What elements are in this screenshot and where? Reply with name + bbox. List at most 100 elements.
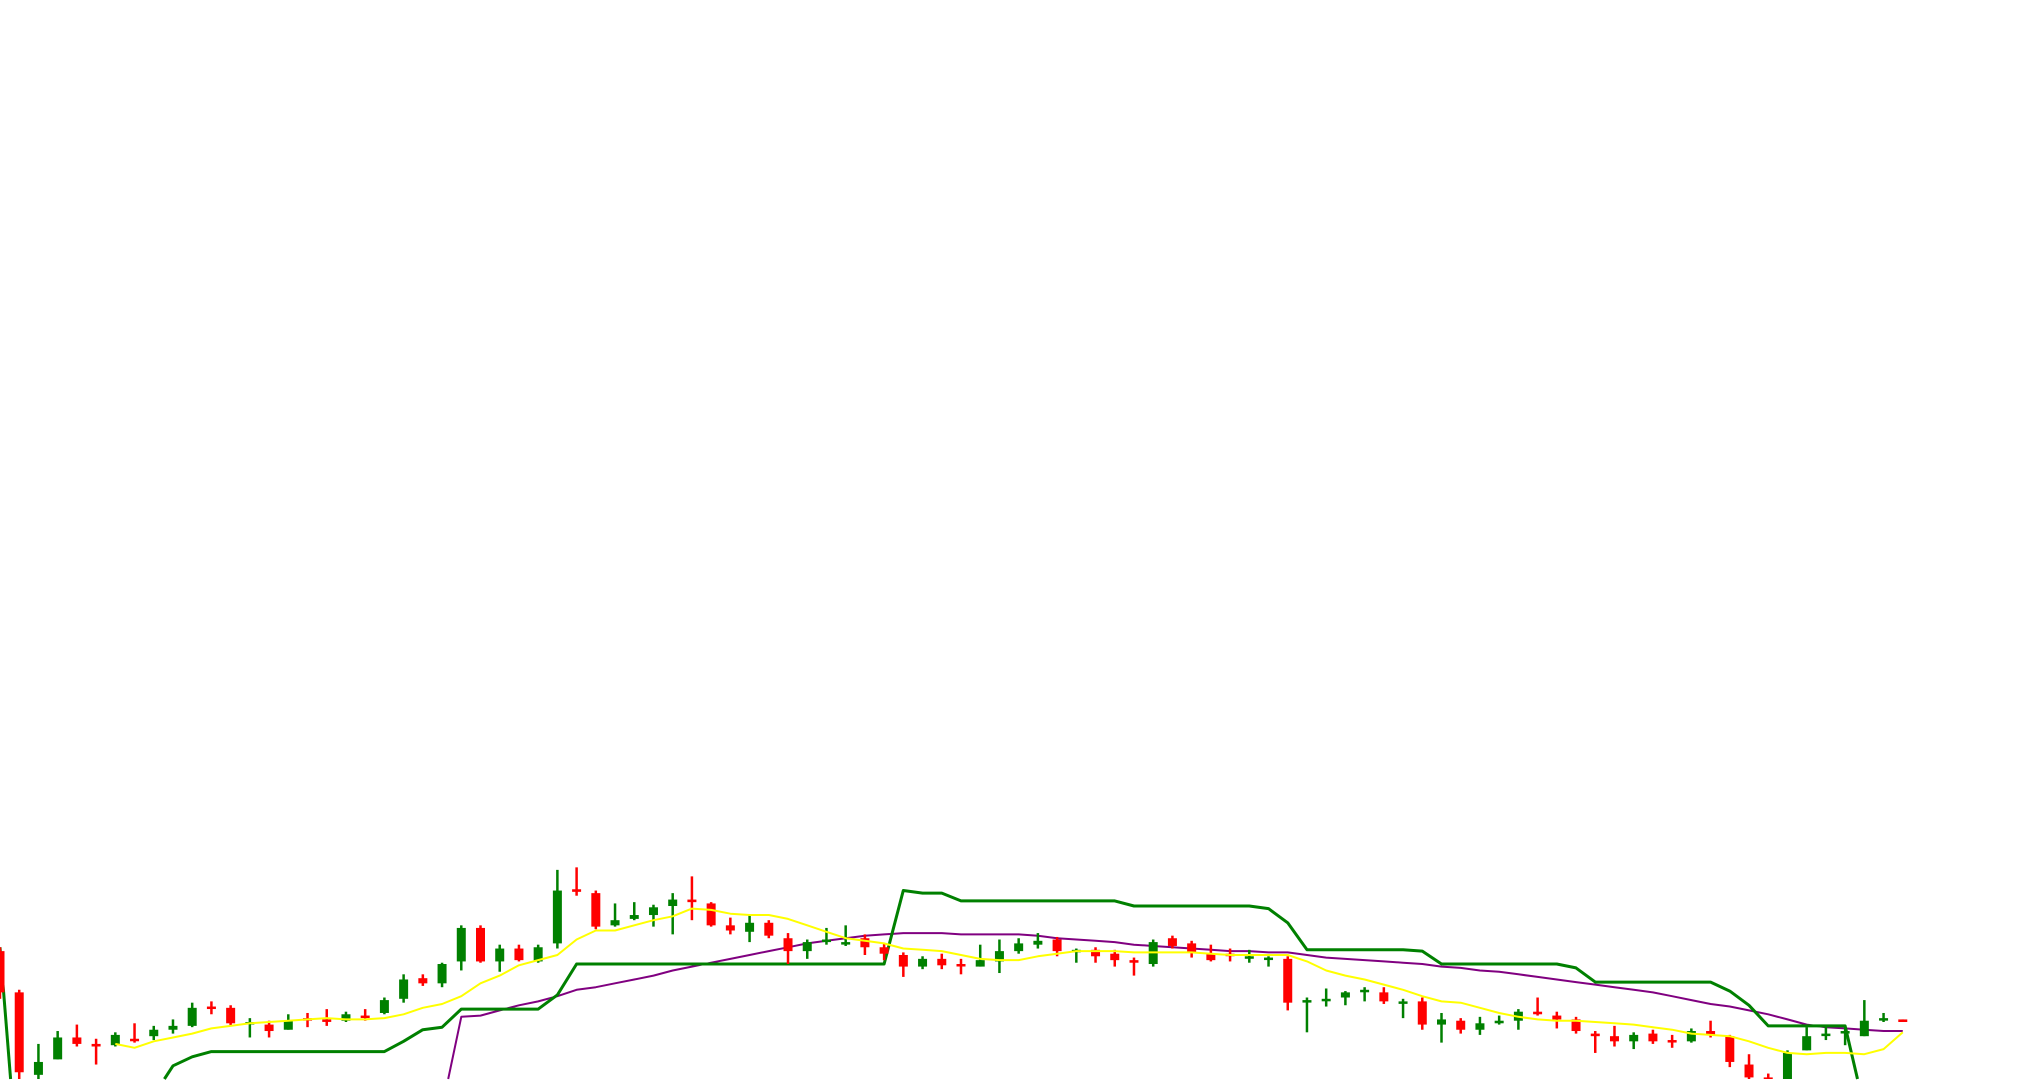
candle-body [1590, 1033, 1600, 1037]
candle-up [821, 927, 831, 945]
candle-body [1187, 943, 1197, 953]
candle-down [706, 902, 716, 927]
candle-body [1859, 1020, 1869, 1037]
candle-up [1859, 1000, 1869, 1037]
candle-body [1552, 1015, 1562, 1020]
candle-up [437, 962, 447, 988]
candle-up [1321, 988, 1331, 1007]
candle-body [937, 958, 947, 966]
candle-body [918, 958, 928, 967]
candle-down [687, 876, 697, 921]
candle-down [1129, 957, 1139, 976]
candle-up [283, 1014, 293, 1030]
candle-body [72, 1037, 82, 1044]
candle-body [1167, 938, 1177, 946]
candle-body [1417, 1001, 1427, 1025]
candle-body [975, 960, 985, 967]
candle-down [956, 958, 966, 975]
candle-body [629, 915, 639, 919]
candle-up [994, 939, 1004, 974]
candle-down [1609, 1025, 1619, 1047]
candle-body [1264, 957, 1274, 961]
candle-body [1782, 1052, 1792, 1079]
candle-up [1244, 949, 1254, 963]
candle-up [1264, 956, 1274, 967]
candle-up [1475, 1016, 1485, 1035]
candle-down [206, 1001, 216, 1015]
candle-up [399, 974, 409, 1003]
candle-up [1629, 1032, 1639, 1050]
candle-down [1590, 1031, 1600, 1053]
candle-body [725, 925, 735, 931]
candle-up [456, 925, 466, 971]
candle-down [1533, 997, 1543, 1016]
candle-down [264, 1020, 274, 1038]
candle-up [1398, 998, 1408, 1019]
candle-up [1686, 1028, 1696, 1043]
candle-up [841, 925, 851, 946]
candle-down [1571, 1016, 1581, 1034]
candle-body [668, 899, 678, 907]
candle-body [1629, 1034, 1639, 1042]
candle-body [1571, 1019, 1581, 1032]
candle-body [1014, 943, 1024, 952]
candle-body [1475, 1023, 1485, 1030]
indicator-lines [0, 889, 1903, 1080]
candle-up [1840, 1027, 1850, 1046]
candle-up [1033, 933, 1043, 949]
candle-body [1206, 953, 1216, 961]
candle-up [1437, 1012, 1446, 1043]
candle-up [1014, 938, 1024, 954]
candle-body [1533, 1011, 1543, 1015]
candle-up [53, 1031, 63, 1060]
candle-down [572, 867, 582, 896]
candle-down [1648, 1029, 1658, 1044]
candle-body [1244, 956, 1254, 959]
candle-up [1302, 997, 1312, 1033]
candle-body [1763, 1077, 1773, 1079]
candle-body [1110, 953, 1120, 961]
candle-down [1379, 987, 1389, 1004]
candle-body [1706, 1031, 1716, 1035]
candle-body [1821, 1033, 1831, 1037]
candle-up [1879, 1012, 1889, 1023]
candle-body [379, 1000, 389, 1013]
candle-up [1821, 1024, 1831, 1041]
candle-body [437, 964, 447, 984]
candle-up [1802, 1027, 1812, 1051]
candle-body [552, 890, 562, 944]
candle-body [1840, 1031, 1850, 1034]
candle-up [668, 893, 678, 935]
candle-body [514, 948, 524, 961]
candle-body [706, 903, 716, 926]
candle-body [418, 978, 428, 984]
candle-down [591, 890, 601, 930]
candle-body [226, 1007, 236, 1024]
candle-body [168, 1025, 178, 1030]
candle-body [591, 893, 601, 927]
candle-up [245, 1018, 255, 1038]
candle-body [1494, 1020, 1504, 1024]
candle-body [994, 951, 1004, 962]
candle-down [1725, 1034, 1735, 1068]
candle-down [764, 920, 774, 939]
candle-up [610, 903, 620, 927]
candle-down [1187, 940, 1197, 958]
candle-body [1283, 958, 1293, 1003]
candle-up [745, 915, 755, 943]
candle-up [149, 1025, 159, 1041]
candle-body [399, 979, 409, 999]
candle-down [725, 917, 735, 935]
candle-body [1437, 1019, 1446, 1025]
candle-down [1283, 956, 1293, 1011]
candle-body [33, 1061, 43, 1075]
candle-up [379, 997, 389, 1015]
candle-down [226, 1005, 236, 1026]
candle-up [802, 939, 812, 959]
candle-body [956, 964, 966, 967]
candle-body [533, 947, 543, 962]
candle-body [476, 927, 485, 962]
candle-down [14, 989, 24, 1079]
candle-body [1091, 949, 1101, 957]
